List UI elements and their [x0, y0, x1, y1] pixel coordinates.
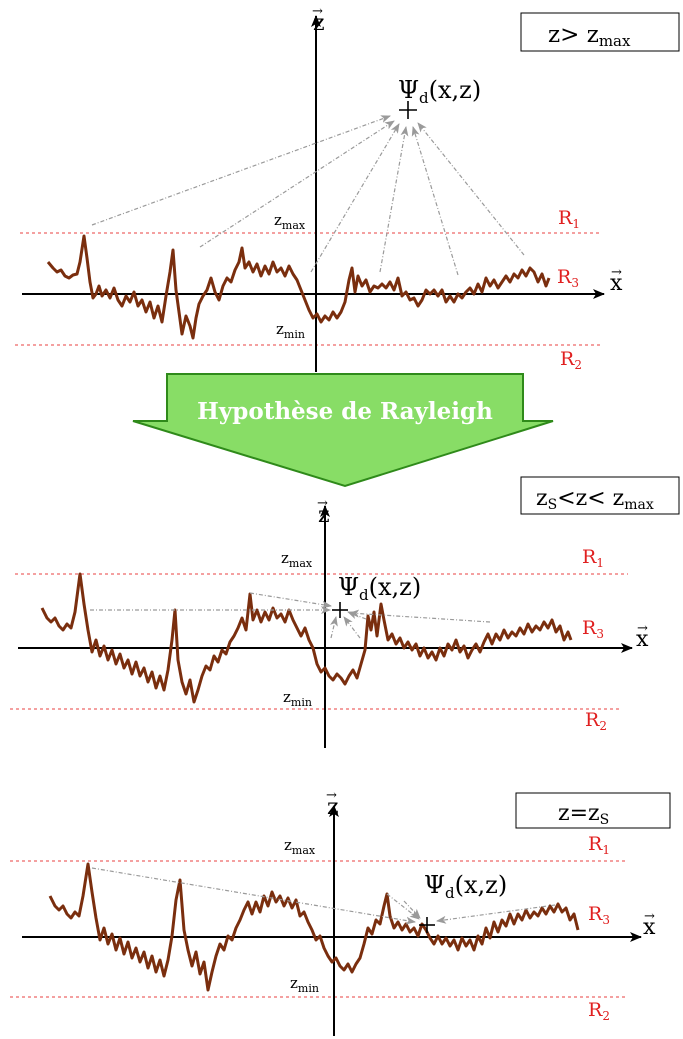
psi-label: Ψd(x,z): [338, 573, 421, 604]
zmax-label: zmax: [284, 836, 316, 857]
x-axis-label: x: [643, 915, 656, 940]
panel-bottom: z=zS x → z → zmax zmin R1 R3 R2 Ψd(x,z): [10, 788, 671, 1036]
rayleigh-arrow-shape: [132, 373, 554, 488]
x-vector-arrow: →: [637, 621, 648, 636]
rough-surface: [40, 572, 573, 704]
x-axis-label: x: [636, 627, 649, 652]
zmin-label: zmin: [276, 320, 305, 341]
region-r1-label: R1: [558, 207, 580, 231]
z-vector-arrow: →: [312, 4, 323, 19]
region-r2-label: R2: [588, 999, 610, 1023]
rough-surface: [48, 862, 580, 992]
panel-top: z> zmax x → z → zmax zmin R1 R3 R2 Ψd(x,…: [15, 4, 680, 372]
rayleigh-hypothesis-label: Hypothèse de Rayleigh: [197, 398, 493, 425]
z-axis-label: z: [313, 11, 325, 36]
z-vector-arrow: →: [317, 496, 328, 511]
region-r3-label: R3: [588, 903, 610, 927]
region-r1-label: R1: [588, 833, 610, 857]
zmin-label: zmin: [290, 974, 319, 995]
zmax-label: zmax: [281, 549, 313, 570]
zmin-label: zmin: [283, 688, 312, 709]
condition-label: zS<z< zmax: [536, 486, 654, 513]
rough-surface: [46, 234, 551, 340]
condition-box: [515, 792, 671, 829]
psi-label: Ψd(x,z): [424, 871, 507, 902]
condition-box: [520, 476, 680, 515]
x-axis-label: x: [610, 271, 623, 296]
z-axis-label: z: [318, 503, 330, 528]
z-vector-arrow: →: [326, 788, 337, 803]
x-vector-arrow: →: [644, 909, 655, 924]
ray-group: [90, 592, 491, 639]
condition-box: [520, 12, 680, 52]
condition-label: z> zmax: [548, 22, 631, 50]
zmax-label: zmax: [274, 211, 306, 232]
ray-group: [91, 115, 525, 276]
region-r2-label: R2: [560, 348, 582, 372]
region-r3-label: R3: [557, 266, 579, 290]
ray-group: [91, 867, 556, 925]
z-axis-label: z: [327, 795, 339, 820]
region-r1-label: R1: [582, 546, 604, 570]
region-r3-label: R3: [582, 617, 604, 641]
transition-arrow: Hypothèse de Rayleigh: [132, 373, 554, 488]
x-vector-arrow: →: [611, 265, 622, 280]
condition-label: z=zS: [558, 801, 609, 828]
region-r2-label: R2: [585, 709, 607, 733]
psi-label: Ψd(x,z): [398, 76, 481, 107]
panel-middle: zS<z< zmax x → z → zmax zmin R1 R3 R2 Ψd…: [10, 476, 680, 748]
